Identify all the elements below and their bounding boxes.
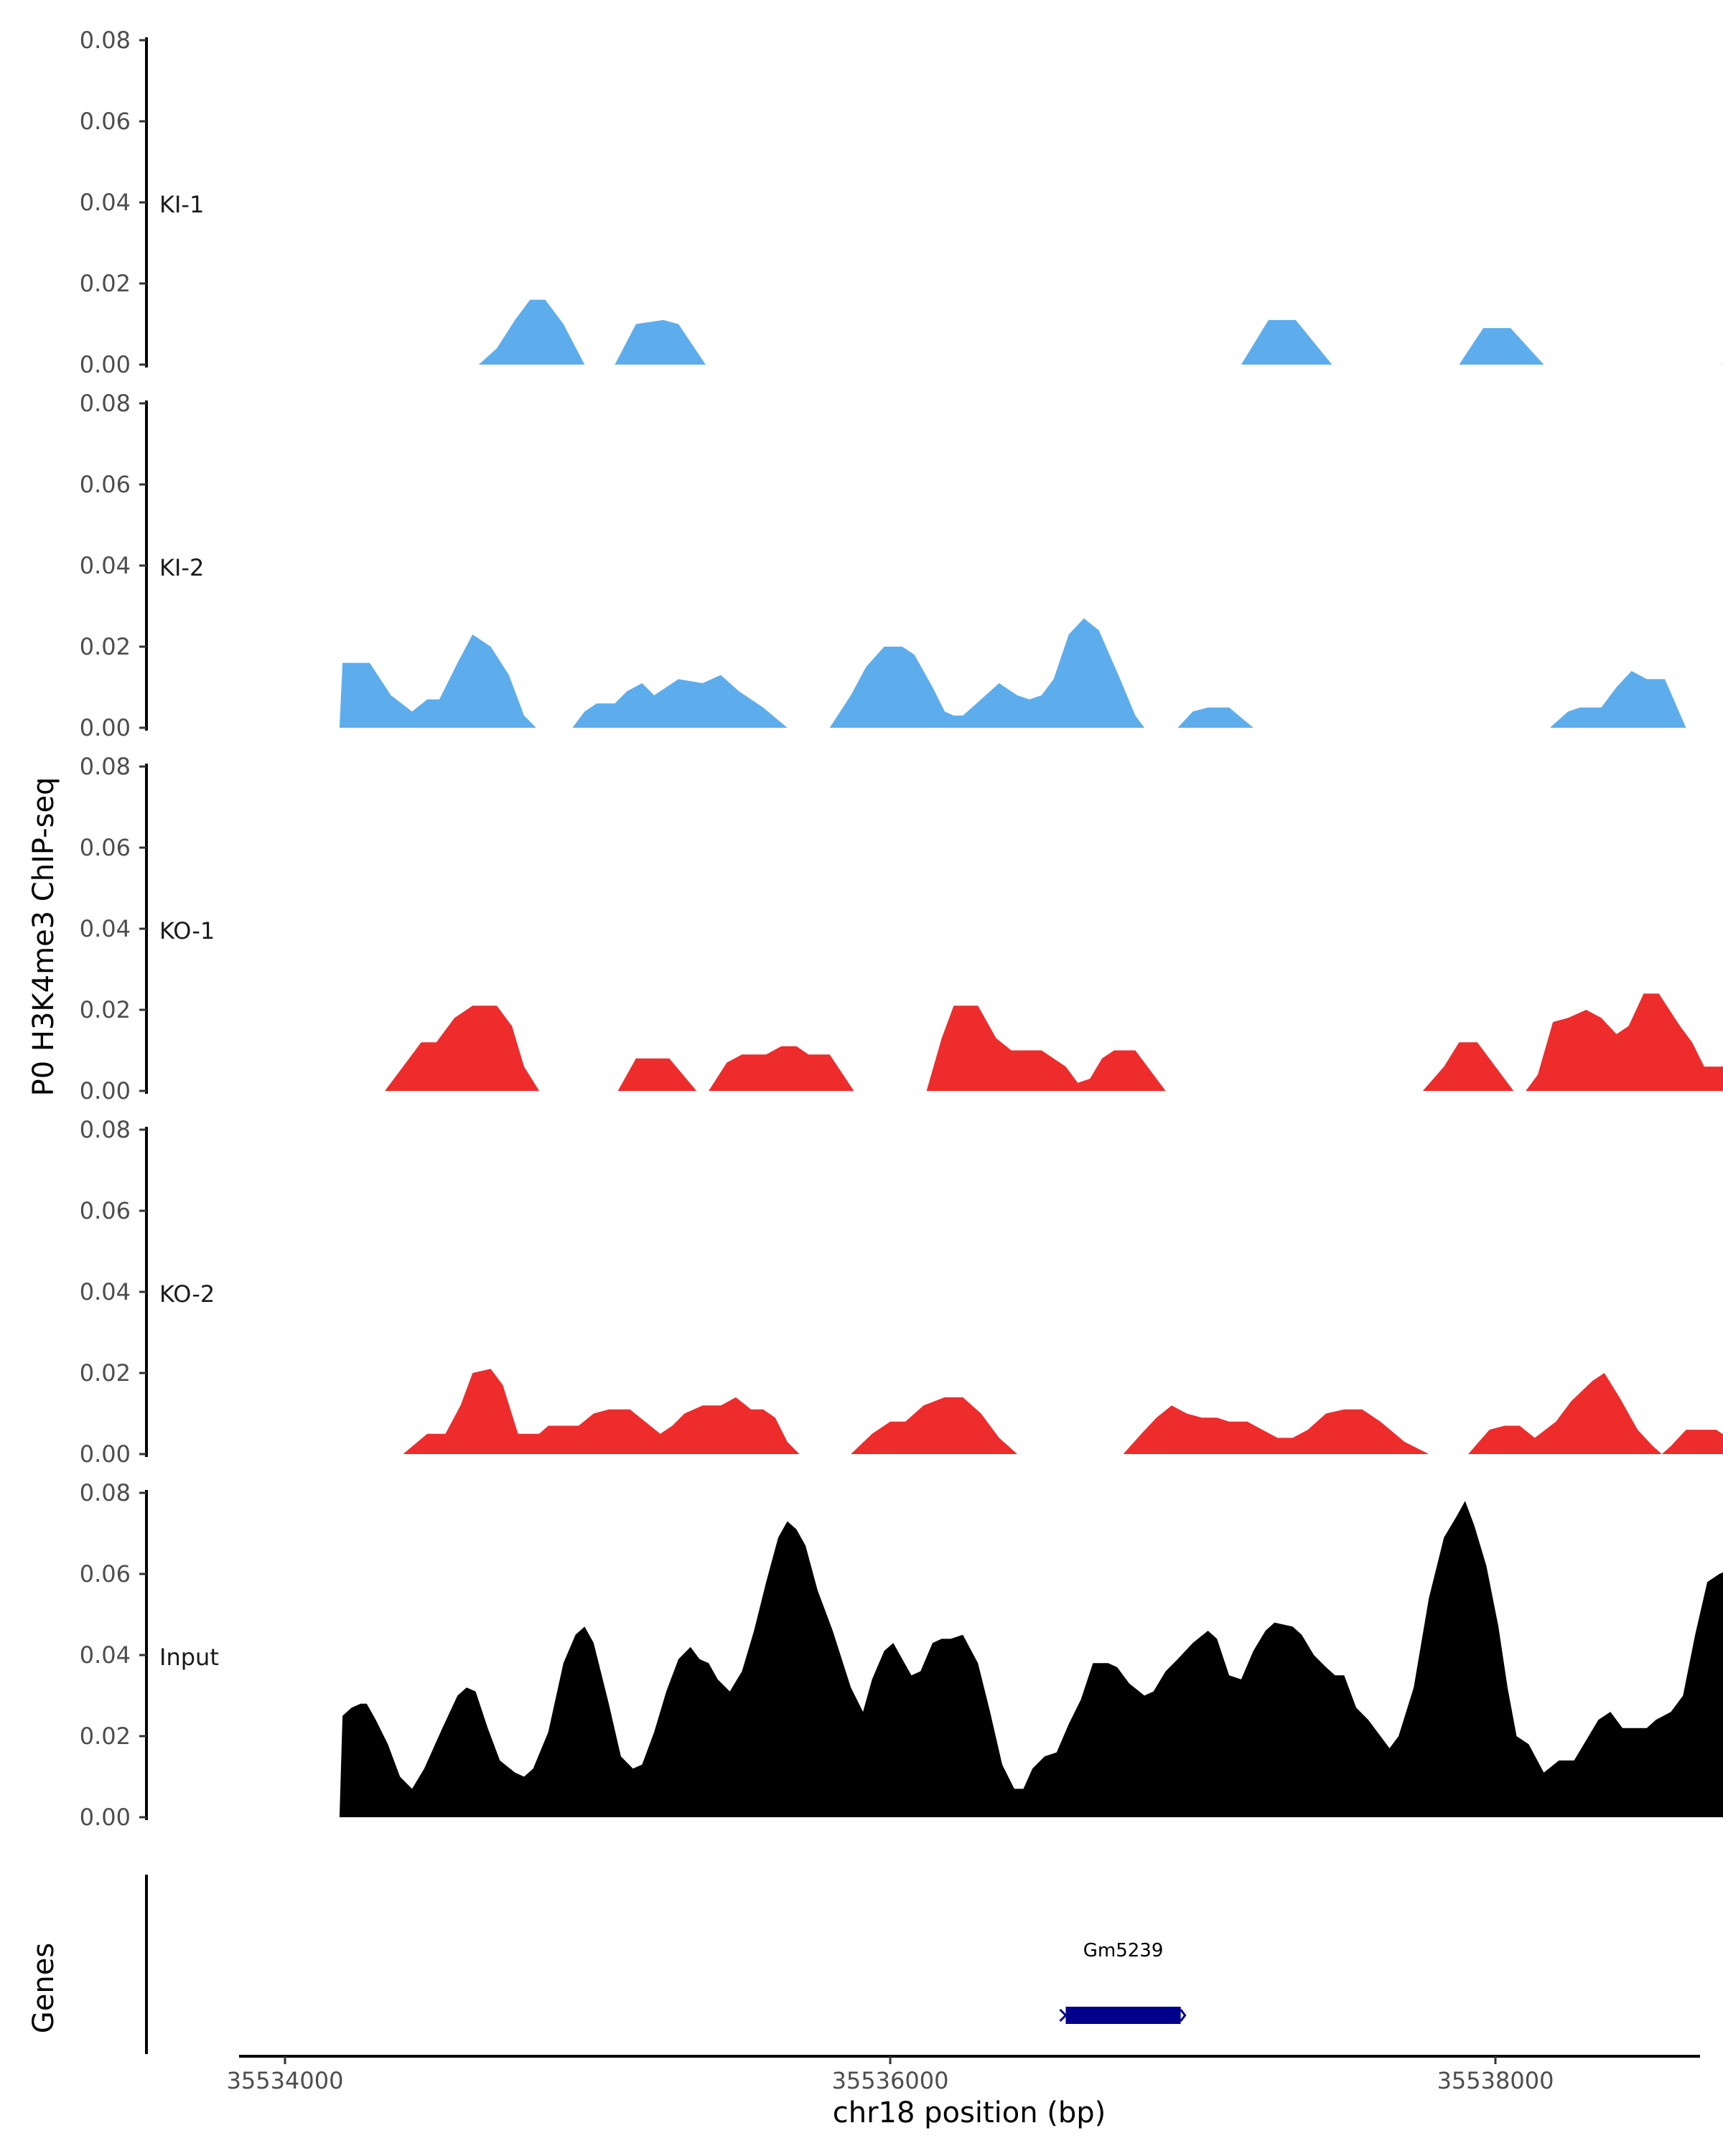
strand-arrow [1059,2008,1068,2023]
x-tick-label: 35538000 [1437,2067,1554,2094]
signal-area [385,1006,540,1091]
track-ki-2: 0.00 0.02 0.04 0.06 0.08 KI-2 [80,390,1686,741]
signal-area [1123,1405,1429,1454]
y-tick-label: 0.02 [80,270,131,297]
genes-panel-label: Genes [27,1943,60,2033]
y-tick-label: 0.06 [80,834,131,861]
track-ki-1: 0.00 0.02 0.04 0.06 0.08 KI-1 [80,27,1723,378]
x-tick-label: 35534000 [227,2067,344,2094]
y-tick-label: 0.04 [80,189,131,216]
track-ko-1: 0.00 0.02 0.04 0.06 0.08 KO-1 [80,753,1723,1105]
track-ko-2: 0.00 0.02 0.04 0.06 0.08 KO-2 [80,1116,1723,1468]
genes-layer: Gm5239 [145,1875,1187,2054]
track-input: 0.00 0.02 0.04 0.06 0.08 Input [80,1479,1723,1831]
y-axis-title: P0 H3K4me3 ChIP-seq [27,777,60,1097]
signal-area [1549,670,1686,728]
y-tick-label: 0.08 [80,390,131,417]
signal-area [829,618,1145,728]
signal-area [339,1501,1723,1817]
gene-gm5239: Gm5239 [1059,1940,1187,2024]
y-tick-label: 0.04 [80,1278,131,1306]
tracks-layer: 0.00 0.02 0.04 0.06 0.08 KI-1 0.00 0.02 0.04 0.06… [80,27,1723,1831]
x-axis: 35534000 35536000 35538000 [227,2055,1700,2094]
track-label: KI-1 [159,191,204,218]
y-tick-label: 0.08 [80,1116,131,1143]
y-tick-label: 0.00 [80,1440,131,1468]
y-tick-label: 0.06 [80,108,131,135]
y-tick-label: 0.00 [80,351,131,378]
track-label: Input [159,1644,219,1671]
signal-area [1177,707,1253,728]
y-tick-label: 0.04 [80,552,131,579]
signal-area [572,675,788,728]
y-tick-label: 0.04 [80,915,131,942]
signal-area [403,1369,800,1454]
y-tick-label: 0.02 [80,633,131,660]
y-tick-label: 0.00 [80,1804,131,1831]
track-label: KO-1 [159,917,215,945]
y-tick-label: 0.06 [80,1197,131,1224]
signal-area [1468,1373,1723,1454]
signal-area [1526,993,1723,1091]
y-tick-label: 0.06 [80,1560,131,1588]
y-tick-label: 0.08 [80,753,131,780]
signal-area [709,1046,854,1091]
y-tick-label: 0.00 [80,714,131,741]
signal-area [926,1006,1166,1091]
gene-label: Gm5239 [1083,1940,1164,1962]
signal-area [1422,1042,1514,1091]
strand-arrow [1180,2009,1187,2022]
signal-area [851,1397,1017,1454]
y-tick-label: 0.02 [80,996,131,1023]
gene-body [1065,2007,1181,2024]
signal-area [478,299,585,365]
y-tick-label: 0.08 [80,1479,131,1506]
x-tick-label: 35536000 [832,2067,949,2094]
y-tick-label: 0.00 [80,1077,131,1105]
signal-area [617,1058,697,1091]
y-tick-label: 0.02 [80,1723,131,1750]
track-label: KI-2 [159,554,204,581]
y-tick-label: 0.04 [80,1641,131,1669]
y-tick-label: 0.02 [80,1359,131,1387]
signal-area [339,634,536,728]
y-tick-label: 0.08 [80,27,131,54]
track-label: KO-2 [159,1280,215,1308]
signal-area [1241,319,1332,365]
signal-area [615,319,706,365]
x-axis-title: chr18 position (bp) [833,2096,1106,2129]
y-tick-label: 0.06 [80,471,131,498]
signal-area [1459,328,1544,365]
